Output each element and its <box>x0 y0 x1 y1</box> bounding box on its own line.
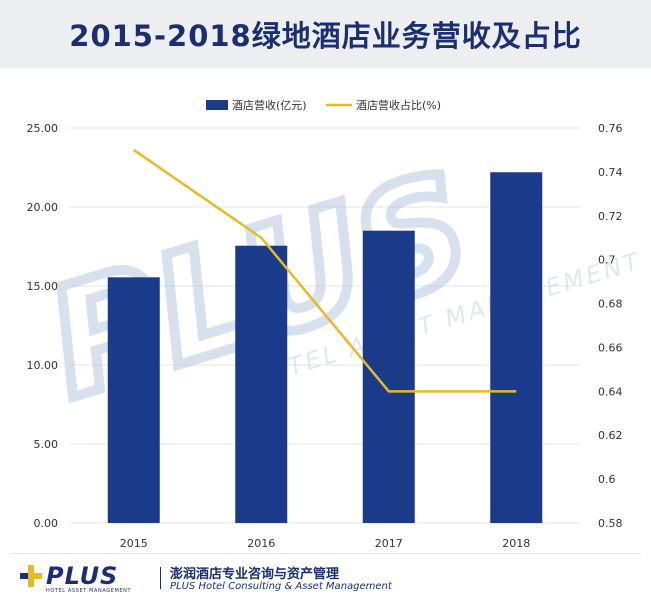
y-right-tick-label: 0.66 <box>598 341 623 354</box>
y-right-tick-label: 0.64 <box>598 385 623 398</box>
x-tick-label: 2015 <box>120 537 148 550</box>
footer-en-name: PLUS Hotel Consulting & Asset Management <box>170 581 392 592</box>
x-tick-label: 2018 <box>502 537 530 550</box>
footer-cn-name: 澎润酒店专业咨询与资产管理 <box>170 567 340 582</box>
y-left-tick-label: 5.00 <box>34 438 59 451</box>
series-line <box>133 148 517 393</box>
axis-layer: 0.00 5.00 10.00 15.00 20.00 25.00 0.58 0.6 0.62 0… <box>27 122 623 550</box>
bar-2017 <box>362 230 415 523</box>
footer-separator <box>160 567 161 589</box>
y-right-tick-label: 0.62 <box>598 429 623 442</box>
legend-bar-label: 酒店营收(亿元) <box>232 98 307 112</box>
y-right-tick-label: 0.7 <box>598 254 616 267</box>
legend-bar-swatch <box>206 100 228 110</box>
bar-2018 <box>490 172 543 523</box>
y-right-tick-label: 0.74 <box>598 166 623 179</box>
y-right-tick-label: 0.76 <box>598 122 623 135</box>
footer-brand-sub: HOTEL ASSET MANAGEMENT <box>46 588 132 594</box>
y-right-tick-label: 0.68 <box>598 298 623 311</box>
x-tick-label: 2017 <box>375 537 403 550</box>
bars-layer <box>107 172 543 523</box>
y-left-tick-label: 15.00 <box>27 280 59 293</box>
y-left-tick-label: 25.00 <box>27 122 59 135</box>
legend-line-label: 酒店营收占比(%) <box>356 98 441 112</box>
plus-logo-icon <box>20 565 42 587</box>
title-band: 2015-2018绿地酒店业务营收及占比 <box>0 0 651 68</box>
x-tick-label: 2016 <box>247 537 275 550</box>
bar-2016 <box>235 245 288 523</box>
legend: 酒店营收(亿元) 酒店营收占比(%) <box>206 98 441 112</box>
y-right-tick-label: 0.6 <box>598 473 616 486</box>
y-left-tick-label: 20.00 <box>27 201 59 214</box>
y-right-tick-label: 0.58 <box>598 517 623 530</box>
line-layer <box>133 148 517 393</box>
bar-2015 <box>107 277 160 523</box>
y-left-tick-label: 10.00 <box>27 359 59 372</box>
footer-brand: PLUS <box>46 562 119 590</box>
footer: PLUS HOTEL ASSET MANAGEMENT 澎润酒店专业咨询与资产管… <box>0 553 651 602</box>
chart: PLUS HOTEL ASSET MANAGEMENT 0.005.0010.0… <box>25 98 645 550</box>
y-left-tick-label: 0.00 <box>34 517 59 530</box>
y-right-tick-label: 0.72 <box>598 210 623 223</box>
footer-divider <box>10 553 641 554</box>
chart-title: 2015-2018绿地酒店业务营收及占比 <box>69 19 582 53</box>
